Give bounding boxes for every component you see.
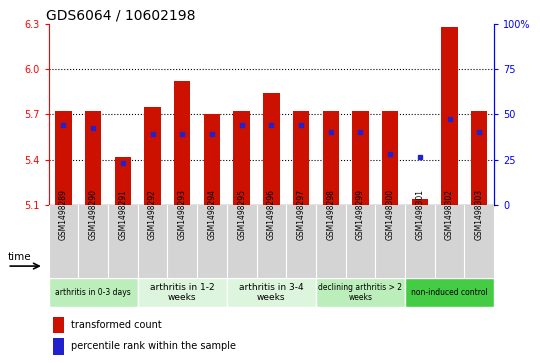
Bar <box>53 317 64 333</box>
Text: GSM1498298: GSM1498298 <box>326 189 335 240</box>
Text: GSM1498294: GSM1498294 <box>207 189 217 240</box>
Text: percentile rank within the sample: percentile rank within the sample <box>71 341 236 351</box>
Bar <box>352 111 369 205</box>
Text: GSM1498291: GSM1498291 <box>118 189 127 240</box>
Text: GSM1498289: GSM1498289 <box>59 189 68 240</box>
Text: GSM1498292: GSM1498292 <box>148 189 157 240</box>
Text: GSM1498301: GSM1498301 <box>415 189 424 240</box>
Bar <box>138 278 227 307</box>
Text: GSM1498295: GSM1498295 <box>237 189 246 240</box>
Text: GSM1498302: GSM1498302 <box>445 189 454 240</box>
Text: non-induced control: non-induced control <box>411 288 488 297</box>
Text: GSM1498296: GSM1498296 <box>267 189 276 240</box>
Bar <box>471 111 488 205</box>
Bar <box>49 278 138 307</box>
Bar <box>322 111 339 205</box>
Bar <box>204 114 220 205</box>
Text: transformed count: transformed count <box>71 321 161 330</box>
Text: declining arthritis > 2
weeks: declining arthritis > 2 weeks <box>319 282 402 302</box>
Bar <box>227 278 316 307</box>
Text: time: time <box>8 252 31 262</box>
Bar <box>144 107 161 205</box>
Bar <box>293 111 309 205</box>
Text: arthritis in 0-3 days: arthritis in 0-3 days <box>55 288 131 297</box>
Bar <box>233 111 250 205</box>
Bar <box>85 111 102 205</box>
Bar <box>263 93 280 205</box>
Text: GSM1498300: GSM1498300 <box>386 189 395 240</box>
Bar <box>53 338 64 355</box>
Text: GSM1498290: GSM1498290 <box>89 189 98 240</box>
Bar <box>411 199 428 205</box>
Text: arthritis in 1-2
weeks: arthritis in 1-2 weeks <box>150 282 214 302</box>
Bar <box>382 111 399 205</box>
Bar <box>441 26 458 205</box>
Bar <box>55 111 72 205</box>
Bar <box>114 157 131 205</box>
Text: GSM1498299: GSM1498299 <box>356 189 365 240</box>
Text: GSM1498293: GSM1498293 <box>178 189 187 240</box>
Text: GSM1498297: GSM1498297 <box>296 189 306 240</box>
Bar <box>405 278 494 307</box>
Bar <box>316 278 405 307</box>
Bar <box>174 81 191 205</box>
Text: GDS6064 / 10602198: GDS6064 / 10602198 <box>46 8 196 23</box>
Text: GSM1498303: GSM1498303 <box>475 189 484 240</box>
Text: arthritis in 3-4
weeks: arthritis in 3-4 weeks <box>239 282 303 302</box>
